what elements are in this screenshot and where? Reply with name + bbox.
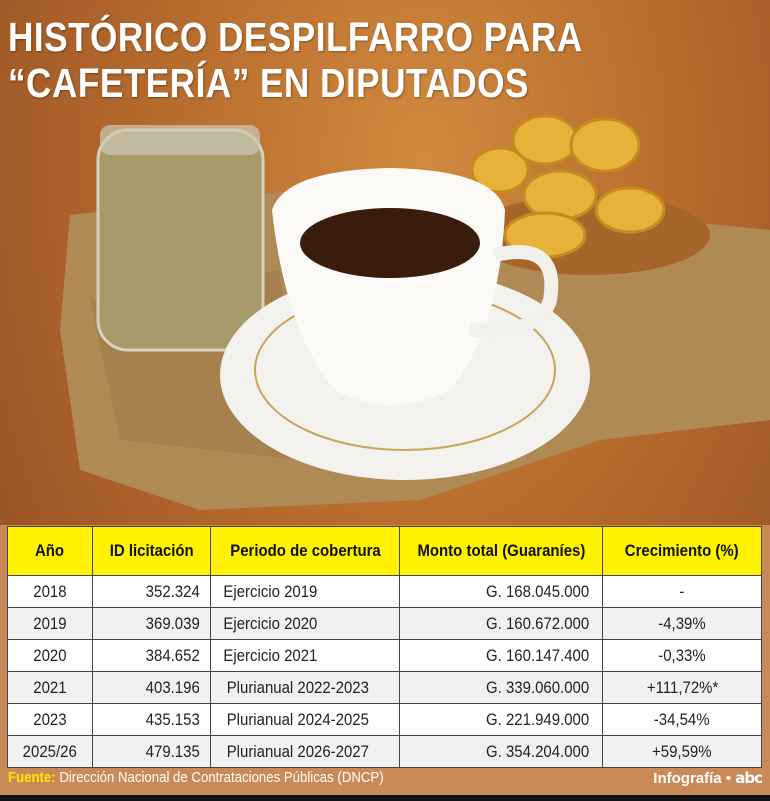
cell-value: +111,72%* (646, 677, 718, 697)
table-cell: 352.324 (91, 575, 211, 608)
table-cell: Ejercicio 2021 (209, 639, 401, 672)
table-row: 2025/26 479.135 Plurianual 2026-2027 G. 354… (7, 735, 762, 768)
table-cell: Ejercicio 2019 (209, 575, 401, 608)
title-line-2: “CAFETERÍA” EN DIPUTADOS (8, 60, 529, 106)
table-cell: G. 221.949.000 (399, 703, 604, 736)
cell-value: G. 160.672.000 (485, 613, 590, 633)
table-cell: 2021 (7, 671, 93, 704)
cell-value: 369.039 (146, 613, 201, 633)
column-header-label: Periodo de cobertura (229, 541, 381, 560)
cell-value: 479.135 (146, 741, 201, 761)
cell-value: 384.652 (146, 645, 201, 665)
cell-value: Plurianual 2026-2027 (226, 741, 369, 761)
table-cell: G. 354.204.000 (399, 735, 604, 768)
table-cell: -4,39% (602, 607, 762, 640)
table-cell: 2019 (7, 607, 93, 640)
cell-value: Ejercicio 2021 (223, 645, 318, 665)
column-header-label: ID licitación (109, 541, 194, 560)
credit-text: Infografía • (653, 770, 732, 787)
column-header-label: Crecimiento (%) (625, 541, 740, 560)
column-header: Crecimiento (%) (602, 526, 762, 576)
cell-value: 2020 (33, 645, 67, 665)
table-cell: G. 339.060.000 (399, 671, 604, 704)
table-cell: 369.039 (91, 607, 211, 640)
cell-value: 2018 (33, 581, 67, 601)
cell-value: 352.324 (146, 581, 201, 601)
cell-value: Ejercicio 2019 (223, 581, 318, 601)
cell-value: 2019 (33, 613, 67, 633)
table-cell: 2020 (7, 639, 93, 672)
cell-value: 2021 (33, 677, 67, 697)
table-cell: +111,72%* (602, 671, 762, 704)
title-line-1: HISTÓRICO DESPILFARRO PARA (8, 14, 583, 60)
table-cell: 403.196 (91, 671, 211, 704)
abc-logo: abc (735, 769, 763, 787)
table-cell: G. 168.045.000 (399, 575, 604, 608)
column-header: Monto total (Guaraníes) (399, 526, 604, 576)
cell-value: 403.196 (146, 677, 201, 697)
table-row: 2019 369.039 Ejercicio 2020 G. 160.672.000 -… (7, 607, 762, 640)
column-header: Año (7, 526, 93, 576)
table-cell: 2018 (7, 575, 93, 608)
table-header-row: Año ID licitación Periodo de cobertura Mont… (7, 526, 762, 576)
source-note: Fuente: Dirección Nacional de Contrataci… (8, 769, 384, 786)
table-cell: -34,54% (602, 703, 762, 736)
table-cell: -0,33% (602, 639, 762, 672)
cell-value: 2025/26 (22, 741, 78, 761)
table-cell: Ejercicio 2020 (209, 607, 401, 640)
table-cell: G. 160.672.000 (399, 607, 604, 640)
coffee-photo (60, 114, 770, 510)
column-header: ID licitación (91, 526, 211, 576)
source-text: Dirección Nacional de Contrataciones Púb… (59, 769, 384, 786)
table-cell: Plurianual 2024-2025 (209, 703, 401, 736)
bottom-bar (0, 795, 770, 801)
cell-value: 2023 (33, 709, 67, 729)
cell-value: - (679, 581, 685, 601)
table-cell: 2025/26 (7, 735, 93, 768)
cell-value: G. 168.045.000 (485, 581, 590, 601)
table-row: 2018 352.324 Ejercicio 2019 G. 168.045.000 - (7, 575, 762, 608)
cell-value: G. 221.949.000 (485, 709, 590, 729)
table-cell: 435.153 (91, 703, 211, 736)
cell-value: -34,54% (654, 709, 710, 729)
table-cell: +59,59% (602, 735, 762, 768)
cell-value: G. 354.204.000 (485, 741, 590, 761)
cell-value: -4,39% (658, 613, 706, 633)
cell-value: G. 160.147.400 (485, 645, 590, 665)
table-cell: 479.135 (91, 735, 211, 768)
table-cell: 384.652 (91, 639, 211, 672)
cell-value: Plurianual 2022-2023 (226, 677, 369, 697)
bids-table: Año ID licitación Periodo de cobertura Mont… (7, 526, 762, 768)
yerba-jar (96, 128, 265, 352)
table-row: 2020 384.652 Ejercicio 2021 G. 160.147.400 -… (7, 639, 762, 672)
table-cell: G. 160.147.400 (399, 639, 604, 672)
table-cell: Plurianual 2026-2027 (209, 735, 401, 768)
credit: Infografía • abc (653, 769, 763, 787)
column-header-label: Año (35, 541, 65, 560)
source-label: Fuente: (8, 769, 56, 786)
table-cell: - (602, 575, 762, 608)
chipa-rings (470, 114, 666, 259)
page-title: HISTÓRICO DESPILFARRO PARA “CAFETERÍA” E… (8, 14, 583, 106)
cell-value: Plurianual 2024-2025 (226, 709, 369, 729)
table-row: 2021 403.196 Plurianual 2022-2023 G. 339.06… (7, 671, 762, 704)
table-row: 2023 435.153 Plurianual 2024-2025 G. 221.94… (7, 703, 762, 736)
column-header: Periodo de cobertura (209, 526, 401, 576)
cell-value: Ejercicio 2020 (223, 613, 318, 633)
coffee (300, 208, 480, 278)
table-cell: Plurianual 2022-2023 (209, 671, 401, 704)
cell-value: 435.153 (146, 709, 201, 729)
cell-value: +59,59% (652, 741, 712, 761)
cell-value: -0,33% (658, 645, 706, 665)
cell-value: G. 339.060.000 (485, 677, 590, 697)
table-cell: 2023 (7, 703, 93, 736)
column-header-label: Monto total (Guaraníes) (417, 541, 586, 560)
